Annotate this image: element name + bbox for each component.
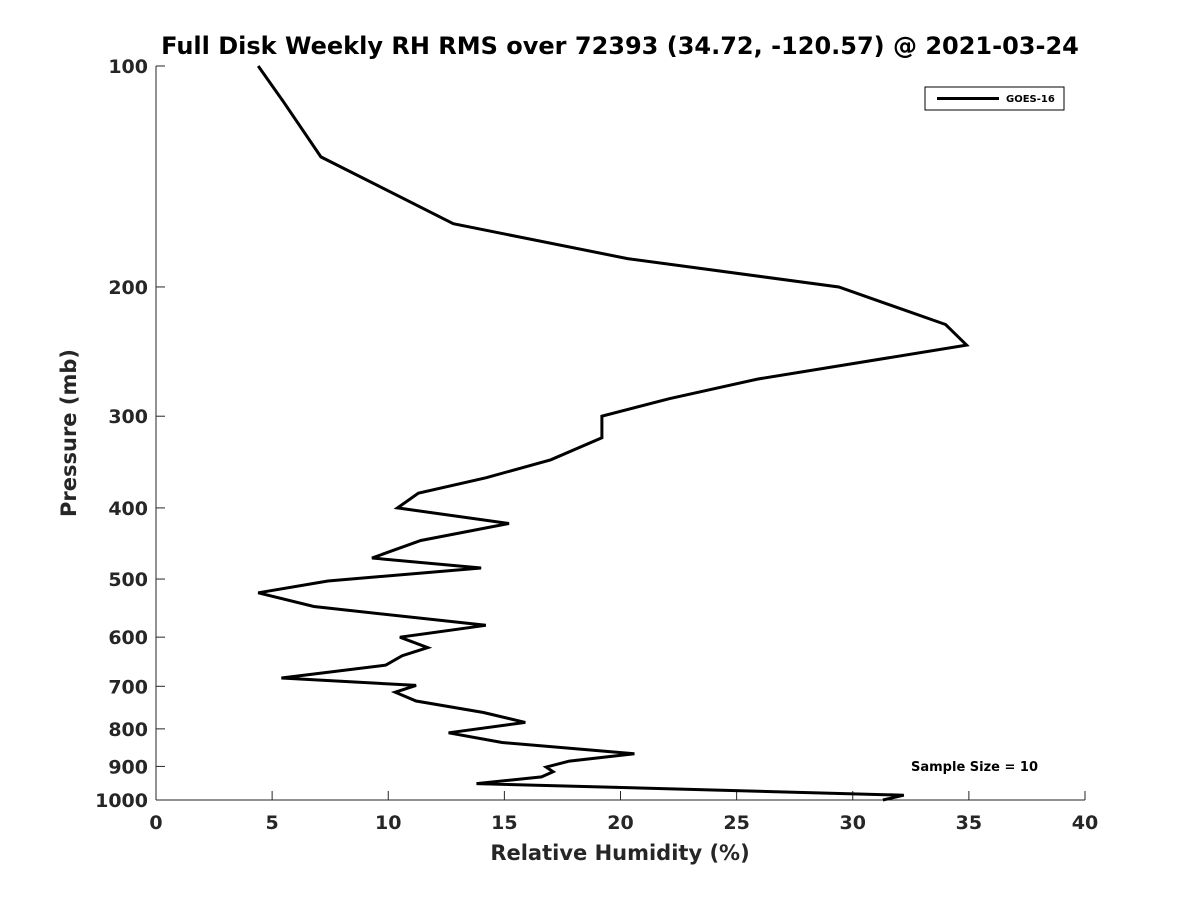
x-axis-label: Relative Humidity (%)	[490, 841, 749, 865]
x-tick-label: 25	[723, 812, 749, 834]
x-tick-label: 0	[149, 812, 162, 834]
legend-label-goes-16: GOES-16	[1006, 94, 1055, 105]
y-tick-label: 200	[108, 277, 148, 299]
y-tick-label: 600	[108, 627, 148, 649]
x-tick-label: 5	[266, 812, 279, 834]
legend: GOES-16	[924, 86, 1065, 111]
x-tick-label: 15	[491, 812, 517, 834]
x-tick-label: 30	[840, 812, 866, 834]
chart-title: Full Disk Weekly RH RMS over 72393 (34.7…	[161, 32, 1079, 60]
x-tick-label: 40	[1072, 812, 1098, 834]
x-axis-ticks: 0 5 10 15 20 25 30 35 40	[149, 791, 1098, 834]
y-axis-label: Pressure (mb)	[57, 349, 81, 517]
y-tick-label: 700	[108, 676, 148, 698]
y-tick-label: 400	[108, 498, 148, 520]
sample-size-annotation: Sample Size = 10	[911, 760, 1038, 775]
y-tick-label: 800	[108, 719, 148, 741]
y-tick-label: 1000	[95, 790, 148, 812]
y-tick-label: 300	[108, 406, 148, 428]
y-tick-label: 900	[108, 756, 148, 778]
x-tick-label: 10	[375, 812, 401, 834]
y-tick-label: 100	[108, 56, 148, 78]
x-tick-label: 35	[956, 812, 982, 834]
x-tick-label: 20	[607, 812, 633, 834]
y-tick-label: 500	[108, 569, 148, 591]
y-axis-ticks: 100 200 300 400 500 600 700 800 900 1000	[95, 56, 165, 812]
series-line-goes-16	[256, 65, 970, 802]
